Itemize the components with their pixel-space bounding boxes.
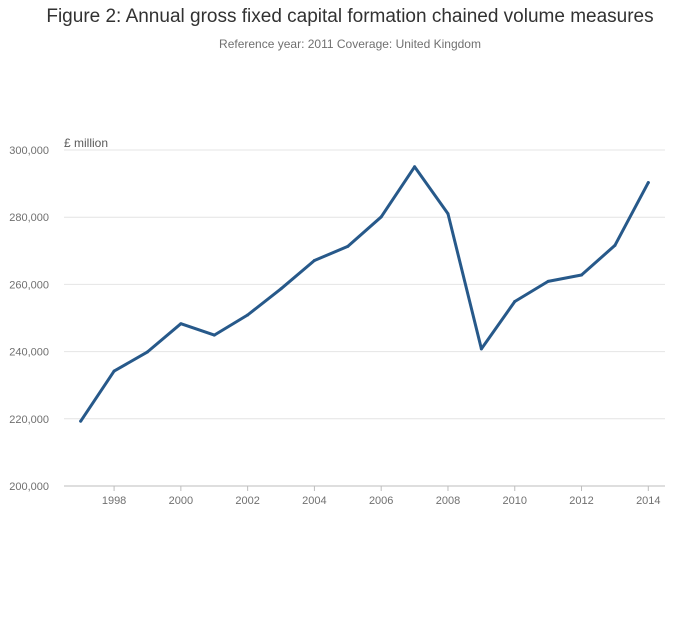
y-tick-label: 280,000 xyxy=(9,212,49,224)
data-point xyxy=(279,287,283,291)
x-axis-ticks: 1998 2000 2002 2004 2006 2008 2010 2012 2014 xyxy=(102,486,661,507)
chart-subtitle: Reference year: 2011 Coverage: United Ki… xyxy=(219,37,481,51)
data-point xyxy=(580,273,584,277)
x-tick-label: 2002 xyxy=(235,495,259,507)
series-line xyxy=(79,165,650,423)
y-axis-unit-label: £ million xyxy=(64,136,108,150)
data-point xyxy=(646,181,650,185)
x-tick-label: 1998 xyxy=(102,495,126,507)
y-tick-label: 240,000 xyxy=(9,347,49,359)
data-point xyxy=(145,350,149,354)
data-point xyxy=(546,279,550,283)
data-point xyxy=(379,215,383,219)
x-tick-label: 2000 xyxy=(169,495,193,507)
x-tick-label: 2008 xyxy=(436,495,460,507)
gridlines xyxy=(64,149,665,487)
chart-title: Figure 2: Annual gross fixed capital for… xyxy=(46,6,654,27)
data-point xyxy=(246,313,250,317)
data-point xyxy=(212,333,216,337)
x-tick-label: 2004 xyxy=(302,495,326,507)
data-point xyxy=(413,165,417,169)
series-layer xyxy=(79,165,650,423)
y-axis-ticks: 200,000 220,000 240,000 260,000 280,000 300,0… xyxy=(9,145,49,493)
data-point xyxy=(179,322,183,326)
data-point xyxy=(479,347,483,351)
y-tick-label: 260,000 xyxy=(9,279,49,291)
x-tick-label: 2006 xyxy=(369,495,393,507)
data-point xyxy=(79,419,83,423)
data-point xyxy=(346,244,350,248)
data-point xyxy=(513,300,517,304)
data-point xyxy=(112,369,116,373)
y-tick-label: 220,000 xyxy=(9,414,49,426)
x-tick-label: 2012 xyxy=(569,495,593,507)
y-tick-label: 300,000 xyxy=(9,145,49,157)
data-point xyxy=(312,259,316,263)
data-point xyxy=(446,212,450,216)
x-tick-label: 2014 xyxy=(636,495,660,507)
x-tick-label: 2010 xyxy=(503,495,527,507)
data-point xyxy=(613,243,617,247)
y-tick-label: 200,000 xyxy=(9,481,49,493)
